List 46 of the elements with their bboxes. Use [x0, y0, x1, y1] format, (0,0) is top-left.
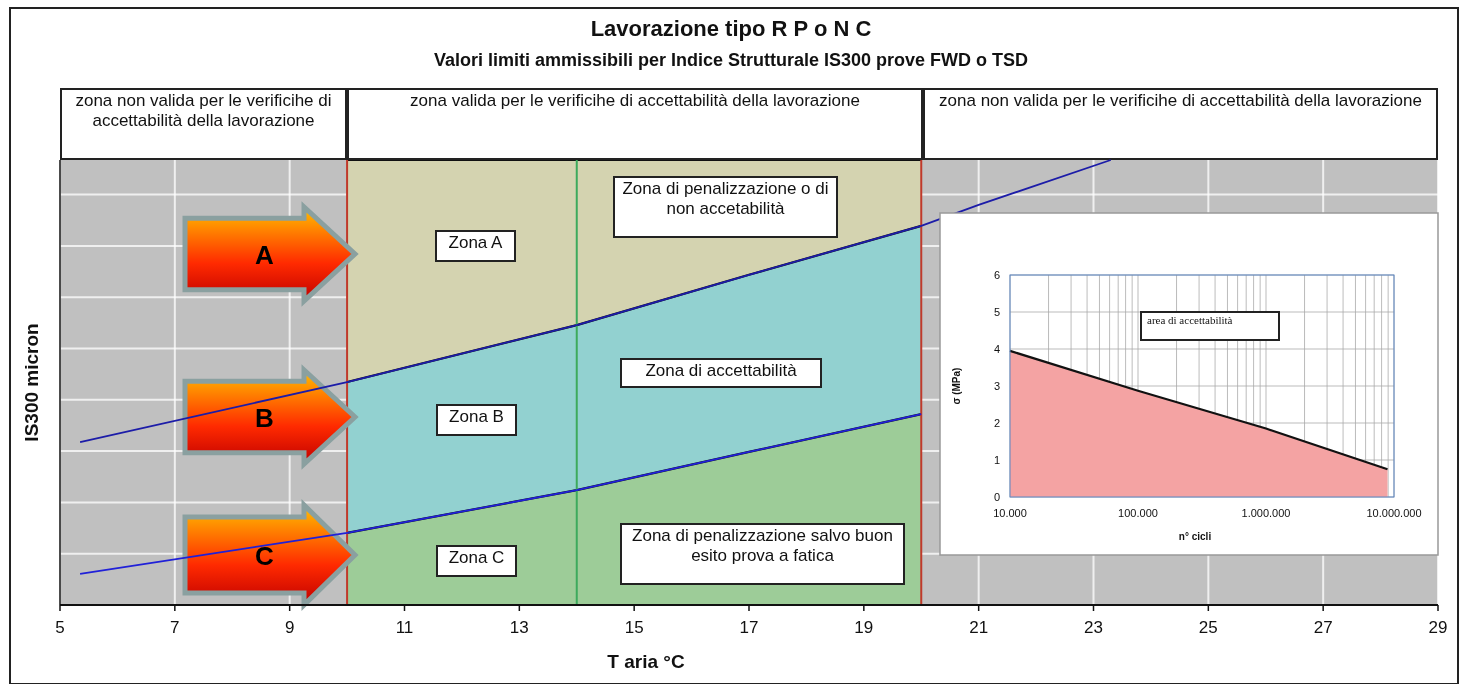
y-tick-label: 6: [993, 269, 1000, 281]
label-box: Zona C: [436, 545, 517, 577]
chart-subtitle: Valori limiti ammissibili per Indice Strutturale IS300 prove FWD o TSD: [433, 50, 1029, 70]
arrow-icon: C: [182, 499, 359, 611]
y-tick-label: 0: [993, 491, 1000, 503]
x-tick-label: 11: [395, 618, 414, 637]
label-box: Zona A: [435, 230, 516, 262]
annotation: A: [255, 240, 275, 270]
x-tick-label: 100.000: [1118, 507, 1158, 519]
x-axis-title: n° cicli: [1178, 531, 1212, 542]
y-tick-label: 5: [993, 306, 1000, 318]
y-tick-label: 2: [993, 417, 1000, 429]
x-tick-label: 13: [509, 618, 529, 637]
x-tick-label: 7: [170, 618, 180, 637]
x-tick-label: 9: [284, 618, 295, 637]
x-tick-label: 1.000.000: [1241, 507, 1291, 519]
x-tick-label: 17: [739, 618, 759, 637]
x-tick-label: 10.000: [993, 507, 1027, 519]
arrow-icon: B: [182, 364, 359, 470]
label-box: Zona B: [436, 404, 517, 436]
arrow-icon: A: [182, 201, 359, 307]
x-tick-label: 19: [854, 618, 874, 637]
x-axis-title: T aria °C: [607, 651, 685, 672]
x-tick-label: 21: [969, 618, 989, 637]
y-axis-title: IS300 micron: [21, 323, 42, 442]
label-box: Zona di penalizzazione o di non accetabilità: [613, 176, 838, 238]
x-tick-label: 10.000.000: [1366, 507, 1422, 519]
annotation: C: [255, 541, 275, 571]
x-tick-label: 23: [1084, 618, 1103, 637]
label-box: zona non valida per le verificihe di accettabilità della lavorazione: [60, 88, 347, 160]
x-tick-label: 5: [55, 618, 65, 637]
label-box: zona non valida per le verificihe di accettabilità della lavorazione: [923, 88, 1438, 160]
annotation: B: [255, 403, 274, 433]
label-box: Zona di accettabilità: [620, 358, 822, 388]
label-box: Zona di penalizzazione salvo buon esito prova a fatica: [620, 523, 905, 585]
x-tick-label: 27: [1313, 618, 1333, 637]
y-tick-label: 3: [993, 380, 1000, 392]
x-tick-label: 25: [1198, 618, 1218, 637]
y-tick-label: 1: [993, 454, 1000, 466]
x-tick-label: 29: [1428, 618, 1448, 637]
y-tick-label: 4: [993, 343, 1000, 355]
y-axis-title: σ (MPa): [951, 367, 962, 405]
chart-title: Lavorazione tipo R P o N C: [590, 16, 872, 41]
label-box: zona valida per le verificihe di accettabilità della lavorazione: [347, 88, 923, 160]
x-tick-label: 15: [624, 618, 644, 637]
label-box: area di accettabilità: [1140, 311, 1280, 341]
